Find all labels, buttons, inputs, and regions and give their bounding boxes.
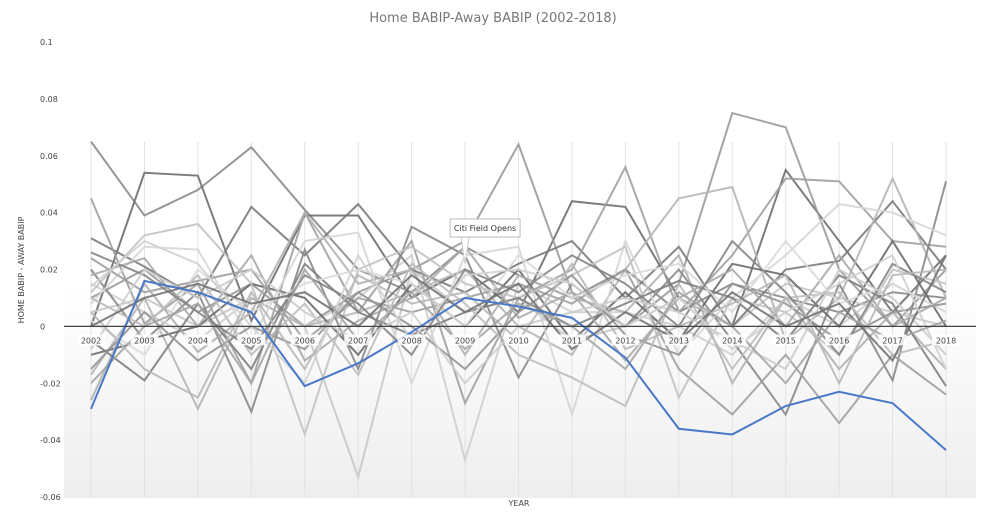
y-tick-label: 0.06: [40, 152, 58, 161]
x-tick-label-bg: [771, 334, 800, 346]
x-tick-label: 2011: [562, 336, 582, 345]
x-tick-label: 2006: [295, 336, 315, 345]
x-tick-label-bg: [77, 334, 105, 346]
y-tick-label: -0.02: [40, 379, 61, 388]
x-tick-label: 2016: [829, 336, 849, 345]
x-tick-label: 2017: [882, 336, 902, 345]
annotation-box: [449, 218, 521, 238]
y-tick-label: 0: [40, 322, 45, 331]
series-line: [90, 199, 947, 328]
y-axis-label: HOME BABIP - AWAY BABIP: [17, 216, 26, 323]
x-tick-label-bg: [878, 334, 907, 346]
x-tick-label: 2005: [241, 336, 261, 345]
y-tick-label: -0.06: [40, 493, 61, 502]
x-tick-label: 2007: [348, 336, 368, 345]
x-tick-label: 2002: [81, 336, 101, 345]
series-line: [90, 181, 947, 417]
x-tick-label: 2015: [776, 336, 796, 345]
y-tick-label: 0.02: [40, 266, 58, 275]
series-line: [90, 267, 947, 386]
x-tick-label: 2010: [508, 336, 528, 345]
x-tick-label-bg: [237, 334, 266, 346]
x-tick-label: 2008: [401, 336, 421, 345]
y-tick-label: 0.04: [40, 209, 58, 218]
x-tick-label-bg: [504, 334, 533, 346]
series-line: [90, 254, 947, 363]
x-tick-label: 2004: [188, 336, 208, 345]
x-tick-label-bg: [557, 334, 586, 346]
x-tick-label: 2009: [455, 336, 475, 345]
x-tick-label-bg: [664, 334, 693, 346]
x-tick-label-bg: [611, 334, 640, 346]
x-tick-label: 2014: [722, 336, 742, 345]
x-tick-label-bg: [183, 334, 212, 346]
x-axis-label: YEAR: [508, 499, 530, 508]
x-tick-label-bg: [451, 334, 480, 346]
series-line: [90, 111, 947, 328]
y-tick-label: 0.1: [40, 38, 53, 47]
chart-title: Home BABIP-Away BABIP (2002-2018): [369, 11, 616, 26]
annotation-label: Citi Field Opens: [454, 224, 516, 233]
highlight-series-line: [90, 279, 947, 451]
x-tick-label-bg: [825, 334, 854, 346]
x-tick-label: 2013: [669, 336, 689, 345]
x-tick-label-bg: [290, 334, 319, 346]
x-tick-label-bg: [397, 334, 426, 346]
x-tick-label-bg: [344, 334, 373, 346]
y-tick-label: 0.08: [40, 95, 58, 104]
x-tick-label-bg: [130, 334, 159, 346]
x-tick-label-bg: [718, 334, 747, 346]
y-tick-label: -0.04: [40, 436, 61, 445]
series-line: [90, 203, 947, 418]
x-tick-label: 2018: [936, 336, 956, 345]
x-tick-label: 2012: [615, 336, 635, 345]
x-tick-label-bg: [932, 334, 960, 346]
x-tick-label: 2003: [134, 336, 154, 345]
